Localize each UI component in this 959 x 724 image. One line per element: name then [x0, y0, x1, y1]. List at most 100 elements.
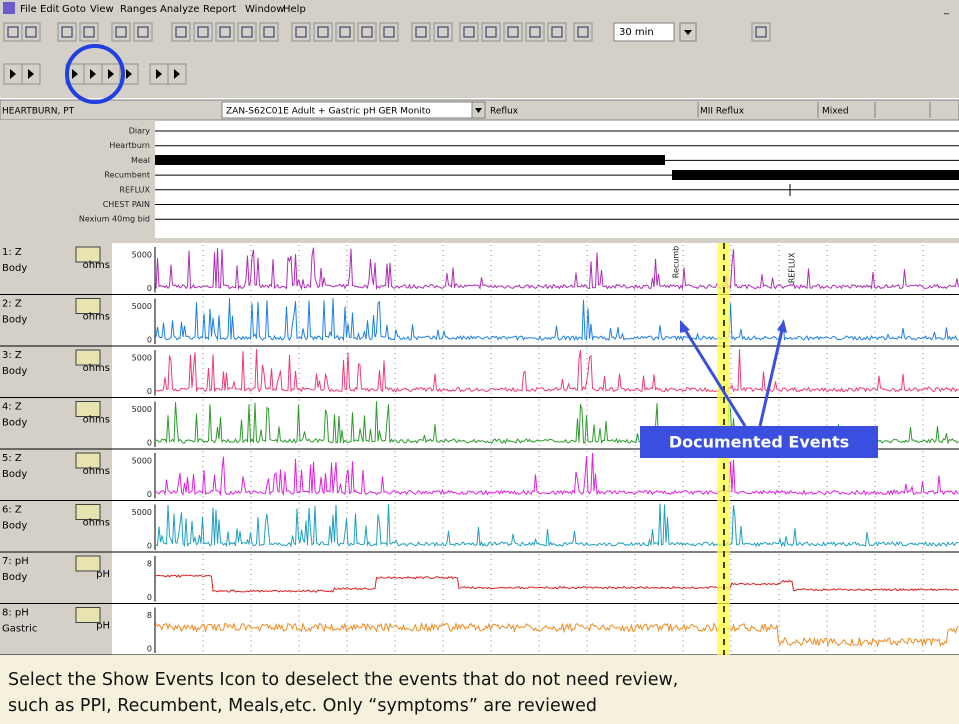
button-icon — [61, 26, 73, 38]
toolbar-button[interactable] — [503, 22, 523, 42]
minimize-button[interactable]: _ — [943, 4, 950, 15]
event-label: Nexium 40mg bid — [79, 215, 150, 224]
app-icon — [3, 2, 15, 14]
channel-icon[interactable] — [75, 607, 101, 623]
menu-item[interactable]: Goto — [62, 4, 86, 15]
button-icon — [175, 26, 187, 38]
channel-icon[interactable] — [75, 401, 101, 417]
menu-item[interactable]: Analyze — [160, 4, 199, 15]
event-labels-panel — [0, 120, 155, 238]
toolbar-button[interactable] — [215, 22, 235, 42]
scale-top: 5000 — [132, 251, 152, 260]
button-icon — [317, 26, 329, 38]
channel-name: 6: Z — [2, 505, 22, 516]
toolbar-button[interactable] — [237, 22, 257, 42]
menu-item[interactable]: File — [20, 4, 37, 15]
signal-trace — [155, 452, 959, 497]
channel-icon[interactable] — [75, 349, 101, 366]
channel-unit: ohms — [83, 518, 110, 529]
toolbar-button[interactable] — [111, 22, 131, 42]
scale-bottom: 0 — [147, 284, 152, 293]
menu-item[interactable]: Window — [245, 4, 284, 15]
menu-item[interactable]: Ranges — [120, 4, 157, 15]
channel-icon[interactable] — [75, 246, 101, 263]
splitter — [0, 238, 959, 243]
signal-trace — [155, 298, 959, 342]
scale-bottom: 0 — [147, 542, 152, 551]
channel-name: 3: Z — [2, 350, 22, 361]
highlight-circle — [65, 44, 125, 104]
toolbar-button[interactable] — [411, 22, 431, 42]
channel-icon[interactable] — [75, 298, 101, 314]
toolbar-button[interactable] — [357, 22, 377, 42]
callout-box — [640, 426, 878, 458]
toolbar-button[interactable] — [459, 22, 479, 42]
interval-value: 30 min — [619, 27, 654, 38]
toolbar-area — [0, 18, 959, 98]
button-icon — [755, 26, 767, 38]
scale-bottom: 0 — [147, 645, 152, 654]
arrow-head — [777, 320, 787, 333]
channel-icon[interactable] — [75, 452, 101, 469]
toolbar-button[interactable] — [573, 22, 593, 42]
scale-bottom: 0 — [147, 490, 152, 499]
toolbar-button[interactable] — [193, 22, 213, 42]
menu-item[interactable]: Help — [283, 4, 306, 15]
menu-item[interactable]: View — [90, 4, 114, 15]
channel-site: Body — [2, 263, 27, 274]
toolbar-button[interactable] — [259, 22, 279, 42]
channel-site: Body — [2, 366, 27, 377]
button-icon — [115, 26, 127, 38]
button-icon — [577, 26, 589, 38]
button-icon — [361, 26, 373, 38]
channel-site: Body — [2, 469, 27, 480]
button-icon — [174, 69, 180, 79]
button-icon — [156, 69, 162, 79]
toolbar-button[interactable] — [481, 22, 501, 42]
channel-name: 4: Z — [2, 402, 22, 413]
channel-name: 2: Z — [2, 299, 22, 310]
toolbar-button[interactable] — [751, 22, 771, 42]
channel-site: Body — [2, 418, 27, 429]
toolbar-button[interactable] — [133, 22, 153, 42]
toolbar-button[interactable] — [79, 22, 99, 42]
button-icon — [28, 69, 34, 79]
event-label: Meal — [131, 156, 150, 165]
callout-text: Documented Events — [669, 433, 849, 452]
toolbar-button[interactable] — [335, 22, 355, 42]
interval-dropdown[interactable] — [613, 22, 675, 42]
toolbar-button[interactable] — [433, 22, 453, 42]
toolbar-button[interactable] — [525, 22, 545, 42]
toolbar-button[interactable] — [21, 22, 41, 42]
channel-icon[interactable] — [75, 555, 101, 572]
button-icon — [83, 26, 95, 38]
scale-top: 8 — [147, 560, 152, 569]
recumb-marker: Recumb — [672, 246, 681, 278]
menu-item[interactable]: Edit — [40, 4, 59, 15]
menu-item[interactable]: Report — [203, 4, 236, 15]
channel-icon[interactable] — [75, 504, 101, 520]
toolbar-button[interactable] — [57, 22, 77, 42]
caption-box — [0, 655, 959, 724]
toolbar-button[interactable] — [171, 22, 191, 42]
signal-trace — [155, 503, 959, 548]
scale-top: 5000 — [132, 508, 152, 517]
recumbent-bar — [672, 170, 959, 180]
channel-name: 7: pH — [2, 556, 29, 567]
scale-top: 5000 — [132, 457, 152, 466]
arrow-glyph — [475, 108, 482, 113]
toolbar-button[interactable] — [379, 22, 399, 42]
button-icon — [263, 26, 275, 38]
channel-unit: pH — [96, 569, 110, 580]
toolbar-button[interactable] — [3, 22, 23, 42]
scale-top: 5000 — [132, 302, 152, 311]
menu-bar — [0, 0, 959, 18]
toolbar-button[interactable] — [313, 22, 333, 42]
toolbar-button[interactable] — [291, 22, 311, 42]
channel-site: Gastric — [2, 624, 37, 635]
mixed-field: Mixed — [822, 107, 849, 117]
button-icon — [90, 69, 96, 79]
button-icon — [10, 69, 16, 79]
button-icon — [137, 26, 149, 38]
toolbar-button[interactable] — [547, 22, 567, 42]
